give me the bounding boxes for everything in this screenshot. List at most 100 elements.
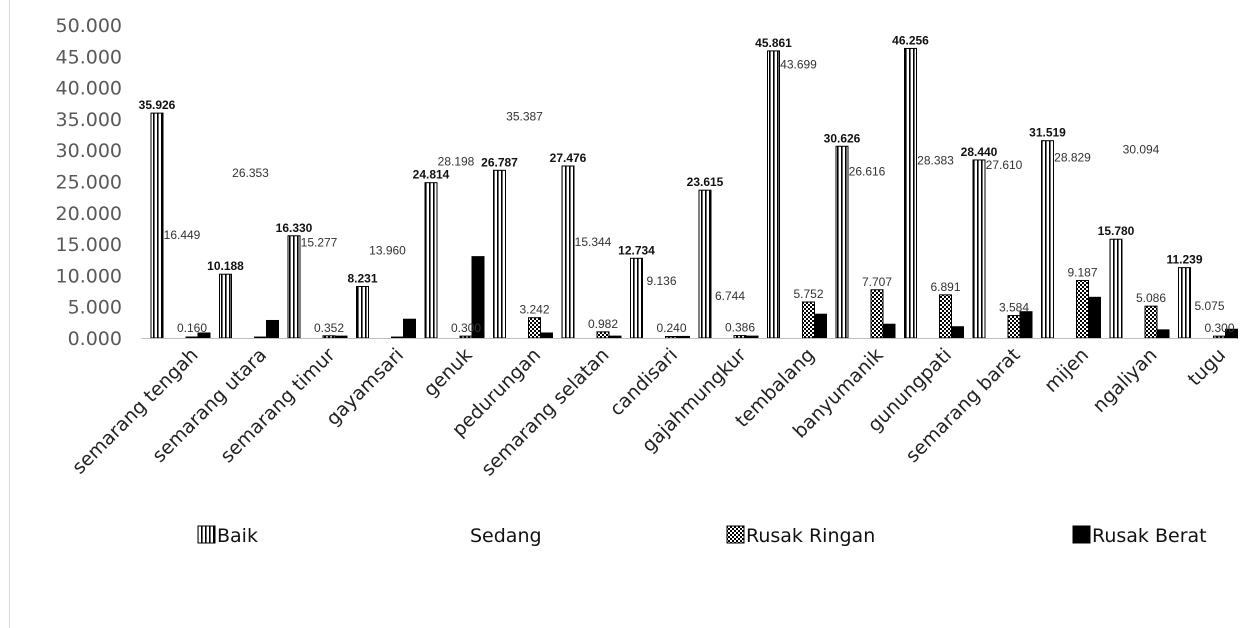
bar-rusak-ringan-tugu <box>1213 335 1226 339</box>
data-label-baik: 28.440 <box>961 145 998 159</box>
data-label-sedang: 16.449 <box>164 228 201 242</box>
data-label-sedang: 5.075 <box>1194 299 1224 313</box>
y-tick-label: 40.000 <box>56 78 122 100</box>
data-label-sedang: 13.960 <box>369 244 406 258</box>
bar-baik-mijen <box>1041 140 1054 339</box>
data-label-sedang: 28.829 <box>1054 151 1091 165</box>
data-label-rusak-ringan: 0.240 <box>656 321 686 335</box>
bars-group <box>150 47 1238 339</box>
legend-label-rusak-berat: Rusak Berat <box>1092 525 1207 547</box>
data-label-sedang: 26.616 <box>849 164 886 178</box>
bar-rusak-berat-semarang-barat <box>1019 311 1033 339</box>
y-tick-label: 10.000 <box>56 265 122 287</box>
legend-item-baik: Baik <box>197 525 258 547</box>
category-label-tugu: tugu <box>1184 344 1230 390</box>
bar-rusak-ringan-pedurungan <box>528 317 541 339</box>
category-label-mijen: mijen <box>1040 344 1093 397</box>
y-tick-label: 5.000 <box>68 297 122 319</box>
y-tick-label: 25.000 <box>56 172 122 194</box>
legend: Baik Sedang Rusak Ringan Rusak Berat <box>197 525 1207 547</box>
bar-baik-tugu <box>1178 267 1191 339</box>
data-label-rusak-ringan: 0.386 <box>725 321 755 335</box>
y-tick-label: 35.000 <box>56 109 122 131</box>
legend-label-rusak-ringan: Rusak Ringan <box>746 525 875 547</box>
data-label-rusak-ringan: 0.352 <box>314 321 344 335</box>
bar-rusak-ringan-banyumanik <box>870 289 884 339</box>
data-label-rusak-ringan: 3.242 <box>519 303 549 317</box>
bar-rusak-berat-pedurungan <box>540 332 553 339</box>
legend-item-sedang: Sedang <box>470 525 542 547</box>
data-label-baik: 45.861 <box>755 36 792 50</box>
data-label-sedang: 28.383 <box>917 153 954 167</box>
bar-baik-banyumanik <box>835 145 849 339</box>
data-label-sedang: 27.610 <box>986 158 1023 172</box>
data-label-baik: 23.615 <box>687 175 724 189</box>
bar-rusak-berat-banyumanik <box>882 323 896 339</box>
category-label-semarang-tengah: semarang tengah <box>68 344 203 479</box>
legend-swatch-baik <box>197 525 216 544</box>
y-tick-label: 15.000 <box>56 234 122 256</box>
bar-rusak-ringan-semarang-barat <box>1007 315 1021 339</box>
legend-swatch-rusak-ringan <box>726 525 745 544</box>
bar-rusak-ringan-semarang-utara <box>254 336 267 339</box>
bar-rusak-berat-gajahmungkur <box>745 335 759 339</box>
data-label-baik: 15.780 <box>1098 224 1135 238</box>
bar-rusak-ringan-genuk <box>459 335 473 339</box>
bar-rusak-berat-mijen <box>1088 296 1101 339</box>
bar-rusak-berat-gunungpati <box>951 326 964 339</box>
data-label-baik: 10.188 <box>207 259 244 273</box>
bar-baik-semarang-tengah <box>150 112 164 339</box>
bar-rusak-berat-semarang-utara <box>266 319 279 339</box>
category-label-semarang-selatan: semarang selatan <box>477 344 613 480</box>
data-label-sedang: 15.277 <box>301 235 338 249</box>
data-label-baik: 16.330 <box>276 221 313 235</box>
data-labels-group: 35.926 10.188 16.330 8.231 24.814 26.787 27.47… <box>139 33 1235 335</box>
bar-rusak-berat-gayamsari <box>403 318 416 339</box>
bar-baik-semarang-barat <box>972 159 986 339</box>
data-label-sedang: 6.744 <box>715 289 745 303</box>
bar-baik-gajahmungkur <box>698 189 712 339</box>
data-label-rusak-ringan: 0.982 <box>588 317 618 331</box>
legend-item-rusak-ringan: Rusak Ringan <box>726 525 875 547</box>
bar-baik-genuk <box>424 182 438 339</box>
bar-baik-pedurungan <box>493 169 506 339</box>
data-label-baik: 35.926 <box>139 98 176 112</box>
data-label-rusak-ringan: 0.300 <box>1204 321 1234 335</box>
data-label-sedang: 26.353 <box>232 166 269 180</box>
bar-rusak-ringan-candisari <box>665 335 678 339</box>
data-label-sedang: 9.136 <box>646 274 676 288</box>
bar-baik-ngaliyan <box>1109 238 1123 339</box>
data-label-rusak-ringan: 0.160 <box>177 321 207 335</box>
data-label-baik: 30.626 <box>824 131 861 145</box>
bar-rusak-berat-semarang-timur <box>334 335 348 339</box>
bar-rusak-ringan-tembalang <box>802 301 815 339</box>
legend-swatch-rusak-berat <box>1072 525 1091 544</box>
data-label-rusak-ringan: 9.187 <box>1067 265 1097 279</box>
category-label-semarang-utara: semarang utara <box>148 344 271 467</box>
bar-rusak-ringan-mijen <box>1076 279 1089 339</box>
y-tick-label: 50.000 <box>56 15 122 37</box>
bar-rusak-ringan-semarang-timur <box>322 335 336 339</box>
y-tick-label: 45.000 <box>56 46 122 68</box>
y-axis: 0.000 5.000 10.000 15.000 20.000 25.000 30.000… <box>56 15 122 350</box>
bar-rusak-ringan-gajahmungkur <box>733 335 747 339</box>
data-label-baik: 8.231 <box>347 271 377 285</box>
left-border-line <box>9 0 10 628</box>
category-label-semarang-timur: semarang timur <box>216 344 339 467</box>
legend-item-rusak-berat: Rusak Berat <box>1072 525 1207 547</box>
bar-baik-gunungpati <box>904 47 917 339</box>
bar-baik-candisari <box>630 257 643 339</box>
bar-rusak-berat-semarang-selatan <box>608 335 622 339</box>
data-label-baik: 11.239 <box>1166 253 1202 267</box>
y-tick-label: 0.000 <box>68 328 122 350</box>
bar-rusak-ringan-gayamsari <box>391 336 404 339</box>
bar-baik-tembalang <box>767 50 780 339</box>
legend-label-sedang: Sedang <box>470 525 542 547</box>
data-label-baik: 31.519 <box>1029 126 1066 140</box>
data-label-sedang: 30.094 <box>1123 143 1160 157</box>
data-label-rusak-ringan: 7.707 <box>862 275 892 289</box>
bar-rusak-ringan-semarang-selatan <box>596 331 610 339</box>
y-tick-label: 20.000 <box>56 203 122 225</box>
